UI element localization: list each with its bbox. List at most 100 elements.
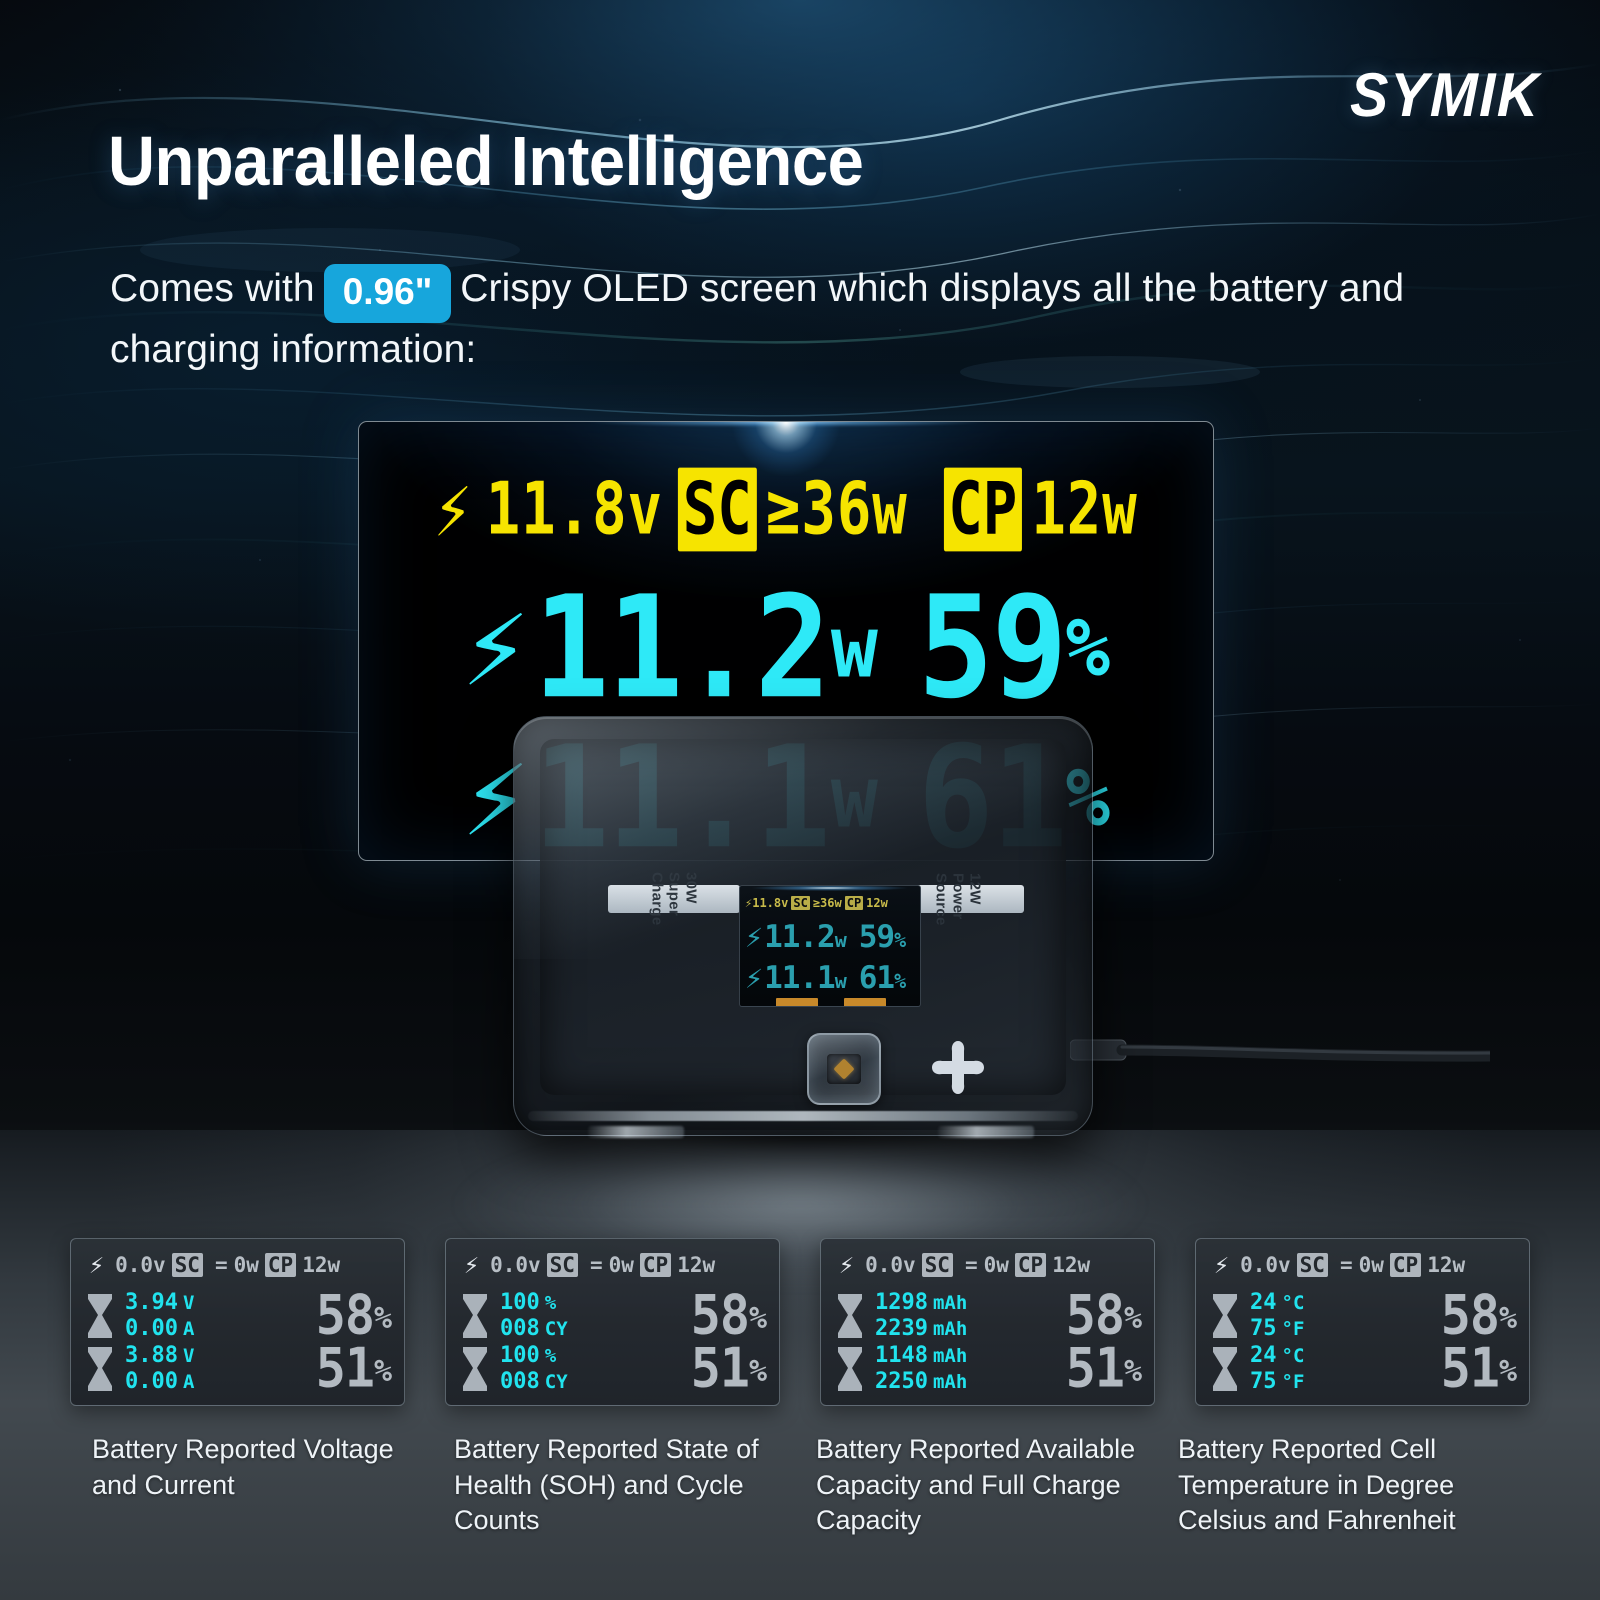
panel-2-row-1: 1148 mAh 2250 mAh 51 % xyxy=(835,1336,1142,1400)
panel-3-row-1-line1: 24 °C xyxy=(1250,1343,1305,1369)
label-power-source: 12W Power Source xyxy=(892,873,1024,925)
panel-2-rows: 1298 mAh 2239 mAh 58 % 1148 mAh 2250 mAh 51 … xyxy=(835,1288,1142,1400)
panel-3-status-row: ⚡ 0.0v SC = 0w CP 12w xyxy=(1214,1249,1519,1279)
fan-cross-icon xyxy=(932,1041,984,1094)
oled-status-row: ⚡ 11.8v SC ≥36w CP 12w xyxy=(385,467,1188,552)
panel-0-row-0-percent-unit: % xyxy=(373,1300,392,1336)
mini-status-row: ⚡ 11.8v SC ≥36w CP 12w xyxy=(745,896,916,910)
info-screens-row: ⚡ 0.0v SC = 0w CP 12w 3.94 V 0.00 A 58 % xyxy=(0,1238,1600,1438)
charger-push-button[interactable] xyxy=(807,1033,881,1105)
panel-2-cp-badge: CP xyxy=(1014,1253,1047,1277)
panel-0-row-1-values: 3.88 V 0.00 A xyxy=(125,1343,257,1393)
panel-3-row-0-line2: 75 °F xyxy=(1250,1315,1305,1341)
usb-cable-icon xyxy=(1070,1039,1490,1062)
oled-sc-value: ≥36w xyxy=(765,467,908,552)
panel-0-row-1-percent: 51 % xyxy=(316,1341,392,1394)
oled-cp-value: 12w xyxy=(1031,467,1138,552)
panel-0-status-row: ⚡ 0.0v SC = 0w CP 12w xyxy=(89,1252,394,1277)
panel-3-row-1-percent-value: 51 xyxy=(1440,1336,1500,1400)
panel-0-row-0-values: 3.94 V 0.00 A xyxy=(125,1290,257,1340)
label-super-charge: 30W Super Charge xyxy=(608,872,740,926)
panel-2-row-0-line2: 2239 mAh xyxy=(875,1315,968,1341)
mini-slot-2-power-unit: w xyxy=(834,969,847,993)
panel-3-row-0-percent-unit: % xyxy=(1498,1300,1517,1336)
info-screen-3: ⚡ 0.0v SC = 0w CP 12w 24 °C 75 °F 58 % xyxy=(1195,1238,1530,1406)
subtitle: Comes with 0.96" Crispy OLED screen which … xyxy=(110,262,1510,376)
panel-1-cp-value: 12w xyxy=(677,1253,716,1277)
panel-2-row-0-percent: 58 % xyxy=(1066,1288,1142,1341)
panel-3-sc-badge: SC xyxy=(1296,1253,1328,1277)
hourglass-icon xyxy=(463,1293,487,1338)
panel-3-voltage: 0.0v xyxy=(1240,1253,1291,1277)
panel-0-sc-badge: SC xyxy=(171,1253,203,1277)
panel-2-eq: = xyxy=(964,1253,978,1277)
panel-0-cp-value: 12w xyxy=(302,1253,341,1277)
caption-1: Battery Reported State of Health (SOH) a… xyxy=(454,1434,759,1536)
charger-device: 30W Super Charge 12W Power Source ⚡ 11.8… xyxy=(470,700,1490,1220)
panel-1-row-0-percent-value: 58 xyxy=(690,1283,750,1347)
panel-3-row-1-percent: 51 % xyxy=(1440,1336,1517,1400)
bolt-icon: ⚡ xyxy=(464,1249,480,1279)
panel-0-row-0-line2: 0.00 A xyxy=(125,1315,195,1341)
brand-logo: SYMIK xyxy=(1349,61,1541,130)
bolt-icon: ⚡ xyxy=(745,920,764,955)
mini-cp-badge: CP xyxy=(844,896,864,910)
panel-0-row-0-line1: 3.94 V xyxy=(125,1290,195,1316)
panel-2-row-1-line1: 1148 mAh xyxy=(875,1343,968,1369)
info-screen-2: ⚡ 0.0v SC = 0w CP 12w 1298 mAh 2239 mAh 58… xyxy=(820,1238,1155,1406)
mini-sc-badge: SC xyxy=(791,896,810,910)
hourglass-icon xyxy=(1213,1293,1237,1338)
panel-3-row-0-line1: 24 °C xyxy=(1250,1290,1305,1316)
panel-1-eq: = xyxy=(589,1253,603,1277)
panel-2-row-1-values: 1148 mAh 2250 mAh xyxy=(875,1343,1007,1393)
panel-3-sc-value: 0w xyxy=(1358,1253,1384,1277)
device-foot-right xyxy=(938,1126,1034,1138)
panel-0-row-1: 3.88 V 0.00 A 51 % xyxy=(85,1341,392,1395)
screen-size-badge: 0.96" xyxy=(323,264,452,324)
panel-2-status-row: ⚡ 0.0v SC = 0w CP 12w xyxy=(839,1249,1144,1279)
panel-1-row-1-values: 100% 008 CY xyxy=(500,1343,632,1393)
panel-2-row-0-values: 1298 mAh 2239 mAh xyxy=(875,1290,1007,1340)
hourglass-icon xyxy=(88,1293,112,1338)
caption-2: Battery Reported Available Capacity and … xyxy=(816,1434,1136,1536)
oled-cp-badge: CP xyxy=(943,467,1022,552)
hourglass-icon xyxy=(1213,1346,1237,1391)
panel-2-row-0-percent-unit: % xyxy=(1123,1300,1142,1336)
mini-slot-1-power: 11.2 xyxy=(764,919,836,955)
panel-2-sc-value: 0w xyxy=(983,1253,1009,1277)
panel-3-row-1: 24 °C 75 °F 51 % xyxy=(1210,1336,1517,1400)
mini-cp-value: 12w xyxy=(866,896,888,910)
panel-1-status-row: ⚡ 0.0v SC = 0w CP 12w xyxy=(464,1249,769,1279)
panel-3-row-0-values: 24 °C 75 °F xyxy=(1250,1290,1382,1340)
bolt-icon: ⚡ xyxy=(745,961,764,996)
panel-2-row-1-percent-unit: % xyxy=(1123,1353,1142,1389)
bolt-icon: ⚡ xyxy=(745,896,753,910)
panel-2-voltage: 0.0v xyxy=(865,1253,916,1277)
mini-slot-1-power-unit: w xyxy=(834,928,847,952)
bolt-icon: ⚡ xyxy=(461,581,530,712)
mini-slot-1-percent: 59 xyxy=(858,919,895,955)
panel-1-row-1-line1: 100% xyxy=(500,1343,557,1369)
panel-0-row-1-line2: 0.00 A xyxy=(125,1368,195,1394)
mini-slot-2-percent: 61 xyxy=(858,960,895,996)
bolt-icon: ⚡ xyxy=(839,1249,855,1279)
mini-screen-flare xyxy=(740,886,920,892)
mini-slot-2-row: ⚡ 11.1 w 61 % xyxy=(745,960,916,996)
panel-2-sc-badge: SC xyxy=(921,1253,953,1277)
mini-sc-value: ≥36w xyxy=(812,896,842,910)
screen-contact-pads xyxy=(776,998,886,1006)
panel-2-row-0-line1: 1298 mAh xyxy=(875,1290,968,1316)
push-button-core xyxy=(827,1054,861,1084)
panel-1-row-0-percent-unit: % xyxy=(748,1300,767,1336)
panel-2-row-1-percent-value: 51 xyxy=(1065,1336,1125,1400)
panel-3-row-0-percent-value: 58 xyxy=(1440,1283,1500,1347)
panel-0-row-0: 3.94 V 0.00 A 58 % xyxy=(85,1288,392,1342)
oled-slot-1-power-unit: w xyxy=(830,598,878,697)
subtitle-after: Crispy OLED screen which displays all th… xyxy=(110,267,1405,372)
panel-3-rows: 24 °C 75 °F 58 % 24 °C 75 °F 51 % xyxy=(1210,1283,1517,1400)
device-oled-screen: ⚡ 11.8v SC ≥36w CP 12w ⚡ 11.2 w 59 % ⚡ xyxy=(739,885,921,1007)
subtitle-before: Comes with xyxy=(110,267,315,310)
bolt-icon: ⚡ xyxy=(1214,1249,1230,1279)
panel-1-row-0: 100% 008 CY 58 % xyxy=(460,1283,767,1347)
panel-1-row-1-percent-unit: % xyxy=(748,1353,767,1389)
